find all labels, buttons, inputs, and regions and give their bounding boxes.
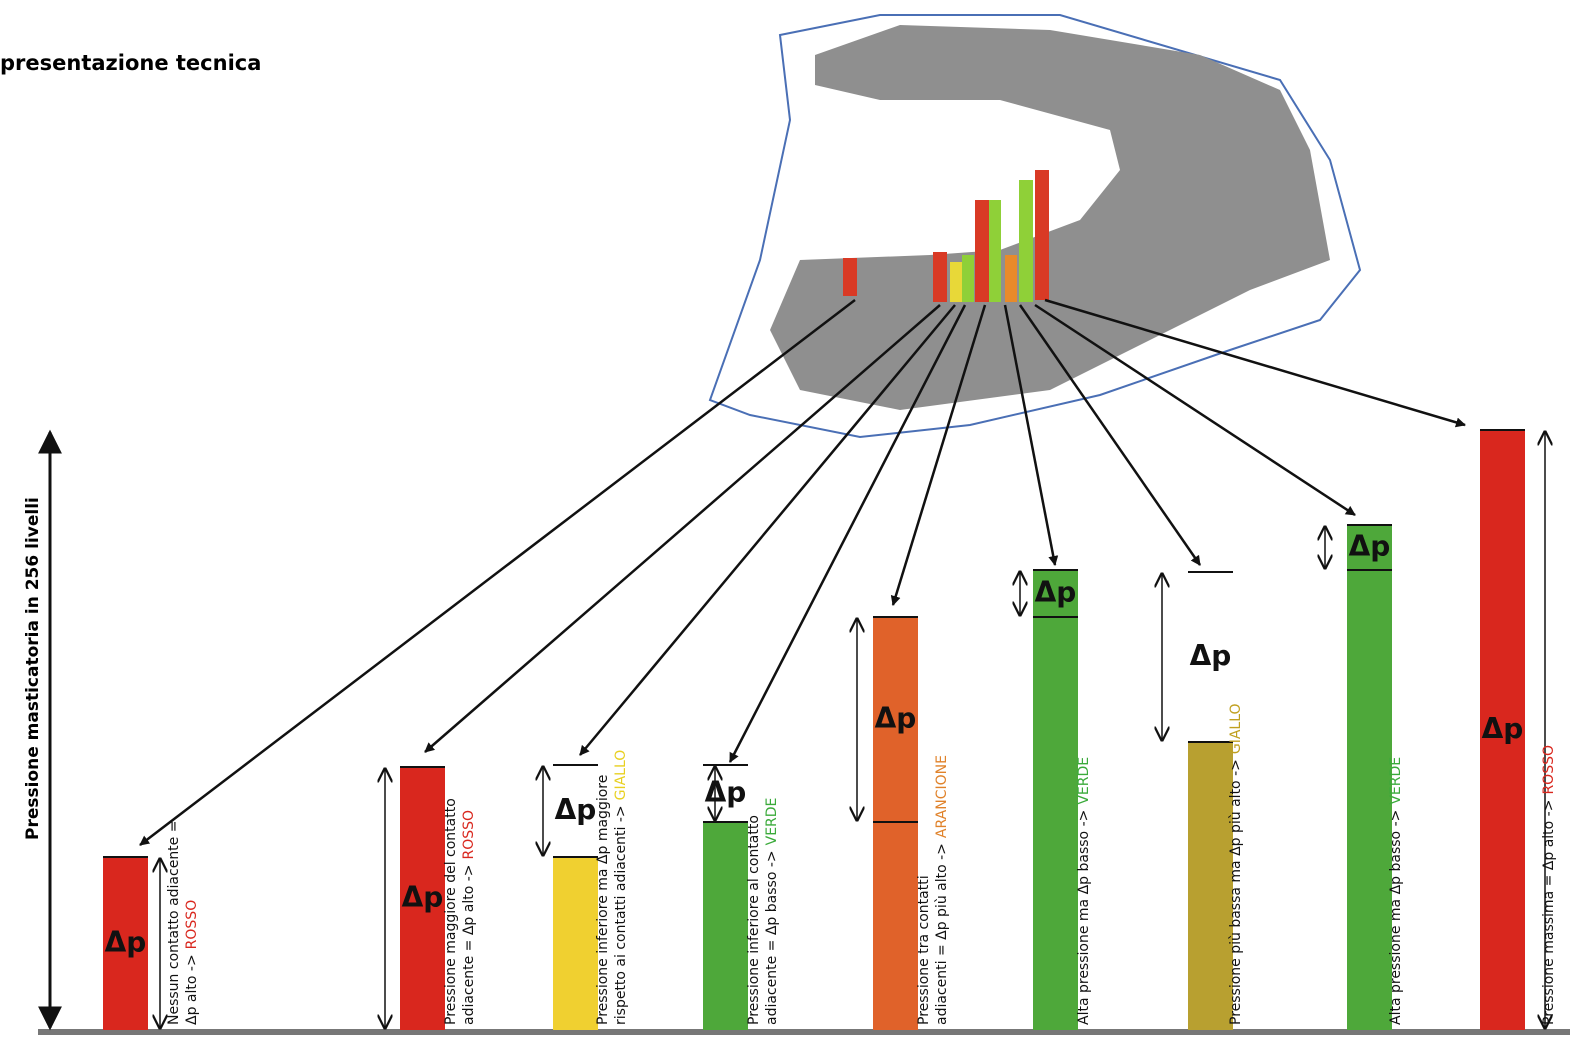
color-word: VERDE [764, 798, 780, 846]
pointer-arrow [139, 299, 856, 846]
description-line: Pressione maggiore del contatto [443, 798, 459, 1025]
description-line: Pressione massima = Δp alto -> [1541, 800, 1557, 1025]
description-line: adiacenti = Δp più alto -> [934, 843, 950, 1025]
color-word: VERDE [1388, 757, 1404, 805]
pointer-arrow [728, 304, 967, 763]
bar-description: Pressione massima = Δp alto -> ROSSO [1541, 745, 1557, 1025]
tooth-surface [770, 25, 1330, 410]
description-line: Alta pressione ma Δp basso -> [1388, 810, 1404, 1025]
bar-description: Pressione più bassa ma Δp più alto -> GIA… [1228, 703, 1244, 1025]
bar [1033, 570, 1078, 1030]
pointer-arrow [1003, 304, 1059, 566]
description-line: Pressione tra contatti [916, 875, 932, 1025]
bar [873, 617, 918, 1030]
delta-label: Δp [875, 702, 917, 735]
description-line: Nessun contatto adiacente = [166, 821, 182, 1025]
pointer-arrow [1034, 303, 1356, 517]
delta-label: Δp [1349, 530, 1391, 563]
bar-description: Pressione inferiore ma Δp maggiore rispet… [595, 750, 629, 1025]
bar [1188, 742, 1233, 1030]
description-line: Pressione inferiore al contatto [746, 815, 762, 1025]
color-word: ROSSO [461, 810, 477, 860]
bar [703, 822, 748, 1030]
pointer-arrow [1018, 304, 1202, 566]
bar-description: Pressione maggiore del contatto adiacente… [443, 798, 477, 1025]
pointer-arrow [424, 304, 941, 753]
bar [1347, 525, 1392, 1030]
delta-label: Δp [105, 926, 147, 959]
color-word: GIALLO [1228, 703, 1244, 754]
axis-label: Pressione masticatoria in 256 livelli [23, 497, 43, 840]
delta-label: Δp [1482, 712, 1524, 745]
color-word: GIALLO [613, 750, 629, 801]
pointer-arrow [1044, 298, 1466, 428]
description-line: Pressione più bassa ma Δp più alto -> [1228, 759, 1244, 1025]
bar-description: Alta pressione ma Δp basso -> VERDE [1388, 757, 1404, 1025]
color-word: ROSSO [184, 900, 200, 950]
bar [553, 857, 598, 1030]
bar [103, 857, 148, 1030]
tooth-bars [843, 170, 1049, 302]
description-line: rispetto ai contatti adiacenti -> [613, 805, 629, 1025]
color-word: ROSSO [1541, 745, 1557, 795]
pointer-arrow [890, 304, 987, 606]
delta-label: Δp [1190, 639, 1232, 672]
delta-label: Δp [1035, 576, 1077, 609]
delta-label: Δp [705, 776, 747, 809]
description-line: Alta pressione ma Δp basso -> [1076, 810, 1092, 1025]
tooth-outline [708, 14, 1362, 439]
bar [1480, 430, 1525, 1030]
bar-description: Nessun contatto adiacente = Δp alto -> ROS… [166, 821, 200, 1025]
description-line: adiacente = Δp basso -> [764, 850, 780, 1025]
description-line: adiacente = Δp alto -> [461, 864, 477, 1025]
bar-description: Alta pressione ma Δp basso -> VERDE [1076, 757, 1092, 1025]
bar [400, 767, 445, 1030]
bar-description: Pressione tra contatti adiacenti = Δp più… [916, 755, 950, 1025]
delta-label: Δp [402, 881, 444, 914]
delta-label: Δp [555, 793, 597, 826]
description-line: Δp alto -> [184, 954, 200, 1025]
bar-description: Pressione inferiore al contatto adiacente… [746, 798, 780, 1025]
color-word: VERDE [1076, 757, 1092, 805]
color-word: ARANCIONE [934, 755, 950, 838]
title: presentazione tecnica [0, 51, 261, 75]
pointer-arrow [579, 304, 956, 756]
description-line: Pressione inferiore ma Δp maggiore [595, 775, 611, 1025]
